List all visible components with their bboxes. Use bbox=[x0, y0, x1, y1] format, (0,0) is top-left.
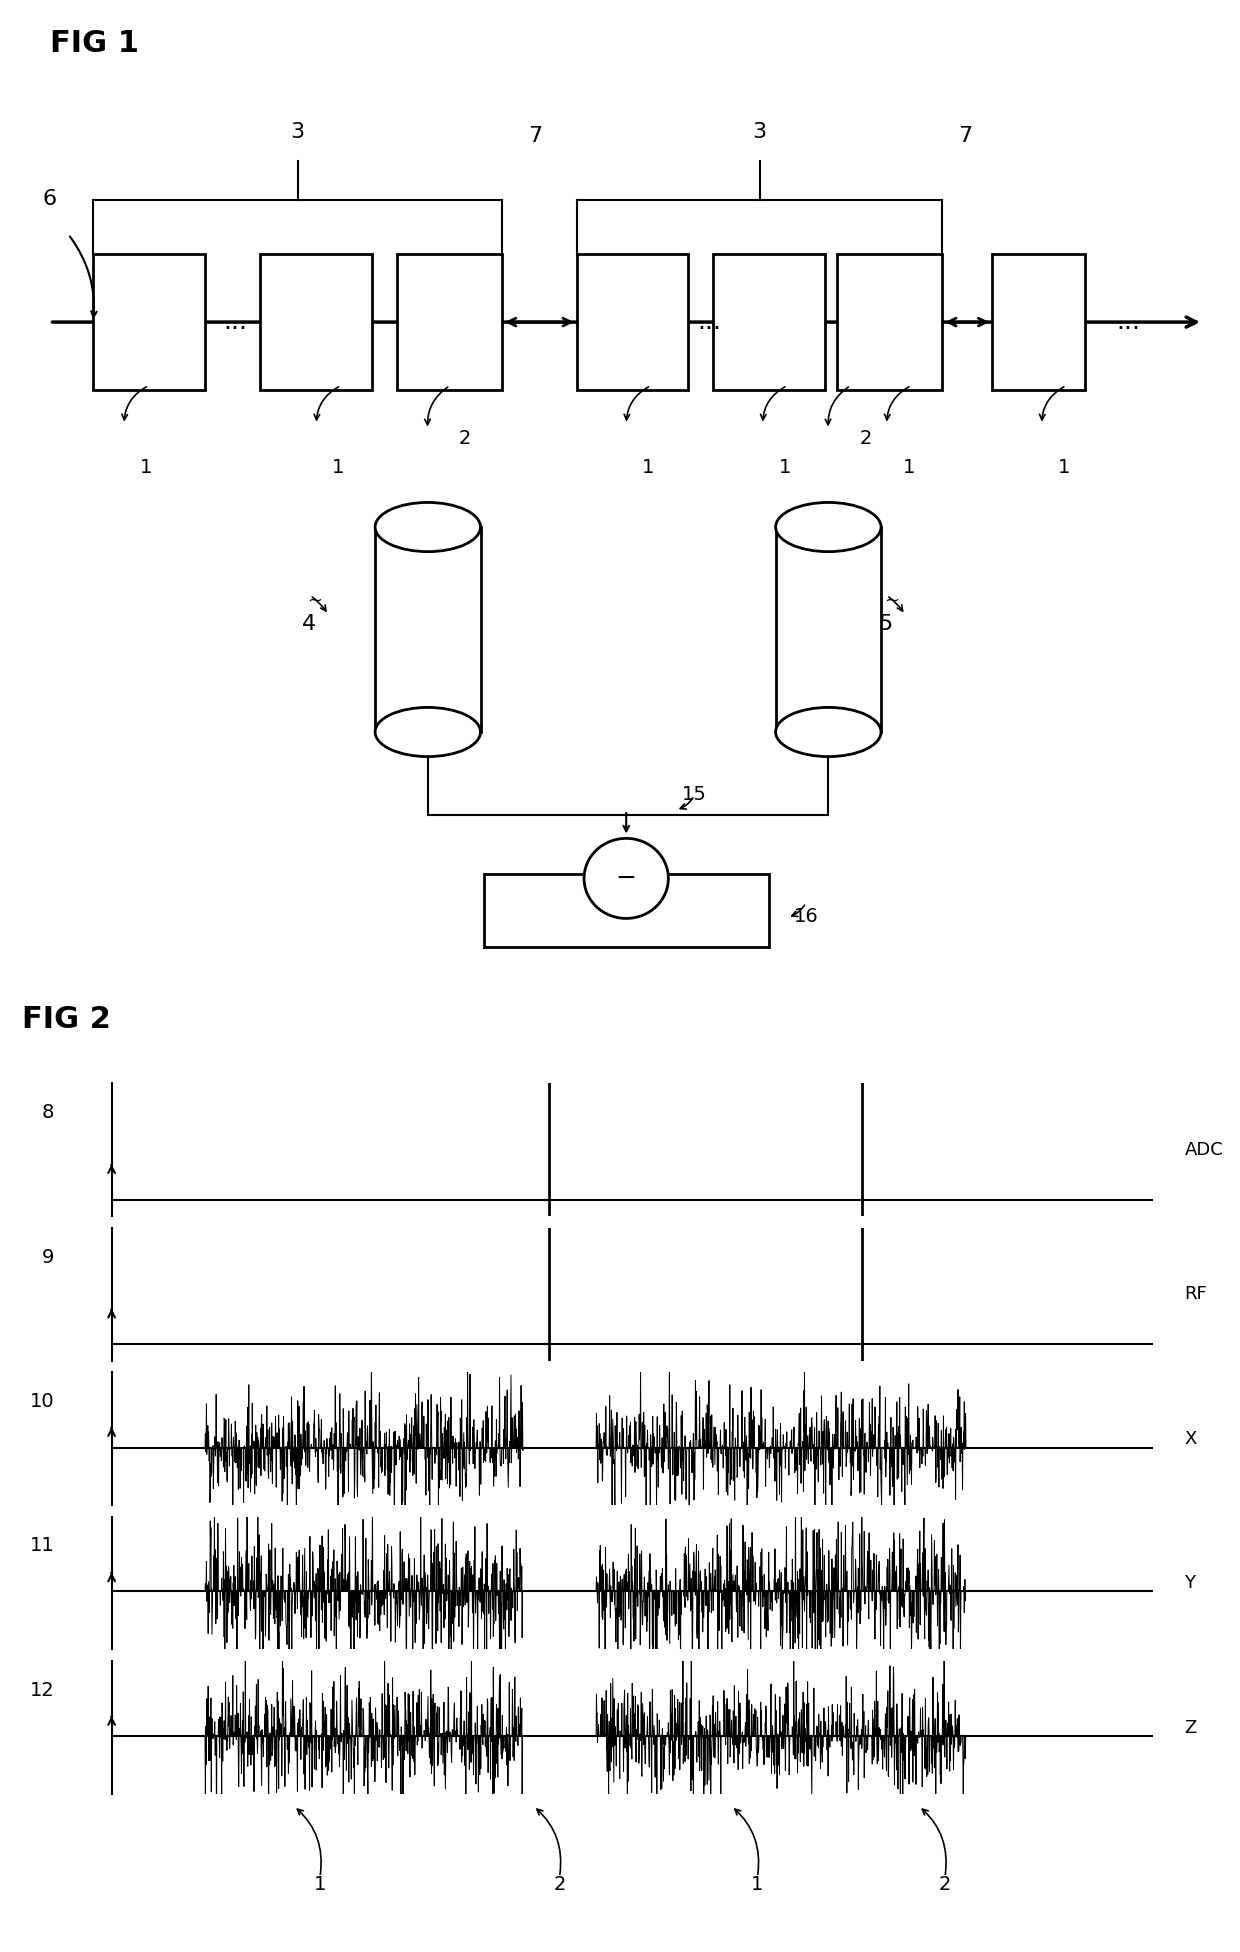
Text: 1: 1 bbox=[642, 459, 655, 478]
Text: 15: 15 bbox=[682, 785, 707, 804]
Text: ...: ... bbox=[223, 310, 248, 334]
Text: 1: 1 bbox=[314, 1876, 326, 1893]
Text: 5: 5 bbox=[879, 613, 893, 634]
Ellipse shape bbox=[374, 502, 481, 552]
Bar bbox=[577, 254, 688, 390]
Text: 10: 10 bbox=[30, 1392, 55, 1411]
Text: RF: RF bbox=[1184, 1284, 1208, 1304]
Text: 1: 1 bbox=[751, 1876, 764, 1893]
Text: ADC: ADC bbox=[1184, 1140, 1223, 1159]
Text: 6: 6 bbox=[42, 189, 57, 209]
Text: 1: 1 bbox=[903, 459, 915, 478]
Bar bbox=[260, 254, 372, 390]
Text: X: X bbox=[1184, 1429, 1197, 1448]
Bar bbox=[484, 874, 769, 947]
Text: 1: 1 bbox=[779, 459, 791, 478]
Text: 2: 2 bbox=[459, 429, 471, 449]
Text: 2: 2 bbox=[553, 1876, 565, 1893]
Ellipse shape bbox=[776, 502, 882, 552]
Ellipse shape bbox=[374, 707, 481, 757]
Text: 1: 1 bbox=[332, 459, 345, 478]
Text: 1: 1 bbox=[140, 459, 153, 478]
Text: 1: 1 bbox=[1058, 459, 1070, 478]
Text: 2: 2 bbox=[939, 1876, 951, 1893]
Text: FIG 1: FIG 1 bbox=[50, 29, 139, 59]
Text: 16: 16 bbox=[794, 908, 818, 927]
Text: Z: Z bbox=[1184, 1718, 1197, 1737]
Text: ...: ... bbox=[697, 310, 722, 334]
Bar bbox=[397, 254, 502, 390]
Text: 11: 11 bbox=[30, 1536, 55, 1556]
Bar bbox=[992, 254, 1085, 390]
Text: 4: 4 bbox=[303, 613, 316, 634]
Text: ~: ~ bbox=[884, 591, 899, 609]
Text: FIG 2: FIG 2 bbox=[22, 1005, 112, 1035]
Text: 9: 9 bbox=[42, 1247, 55, 1267]
Text: 2: 2 bbox=[859, 429, 872, 449]
Bar bbox=[837, 254, 942, 390]
Bar bbox=[93, 254, 205, 390]
Text: Y: Y bbox=[1184, 1573, 1195, 1593]
Text: 7: 7 bbox=[528, 125, 543, 146]
Ellipse shape bbox=[584, 839, 668, 919]
Bar bbox=[713, 254, 825, 390]
Text: 3: 3 bbox=[290, 121, 305, 141]
Text: 3: 3 bbox=[753, 121, 766, 141]
Ellipse shape bbox=[776, 707, 882, 757]
Bar bbox=[776, 527, 882, 732]
Bar bbox=[374, 527, 481, 732]
Text: 7: 7 bbox=[957, 125, 972, 146]
Text: ~: ~ bbox=[308, 591, 322, 609]
Text: ...: ... bbox=[1116, 310, 1141, 334]
Text: 12: 12 bbox=[30, 1681, 55, 1700]
Text: −: − bbox=[616, 867, 636, 890]
Text: 8: 8 bbox=[42, 1103, 55, 1122]
